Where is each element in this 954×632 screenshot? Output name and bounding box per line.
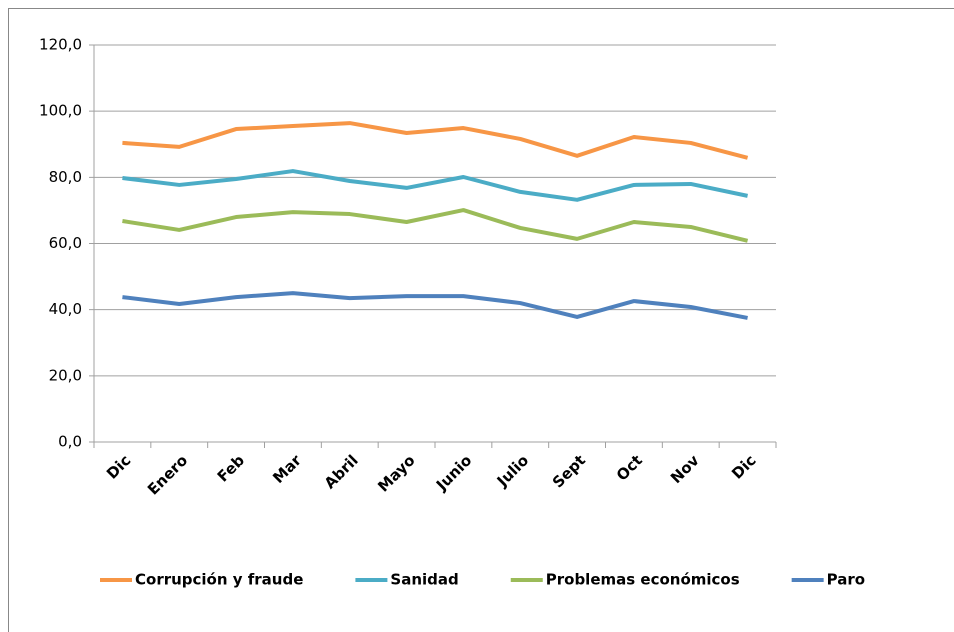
x-tick-label: Feb xyxy=(214,451,249,486)
chart-frame xyxy=(8,8,954,632)
y-tick-label: 60,0 xyxy=(49,234,82,252)
series-line xyxy=(122,169,748,202)
x-tick-label: Abril xyxy=(321,451,362,492)
y-tick-label: 100,0 xyxy=(39,102,82,120)
x-tick-label: Nov xyxy=(667,451,703,487)
legend-label: Corrupción y fraude xyxy=(135,571,303,589)
x-tick-label: Julio xyxy=(493,451,532,490)
y-tick-label: 120,0 xyxy=(39,36,82,54)
y-tick-label: 40,0 xyxy=(49,300,82,318)
x-tick-label: Oct xyxy=(613,451,646,484)
x-tick-label: Dic xyxy=(103,451,134,482)
series-line xyxy=(122,121,749,160)
x-tick-label: Mayo xyxy=(374,451,418,495)
legend-label: Problemas económicos xyxy=(546,571,740,589)
x-tick-label: Sept xyxy=(549,451,589,491)
legend-label: Sanidad xyxy=(390,571,458,589)
y-tick-label: 20,0 xyxy=(49,366,82,384)
series-line xyxy=(122,208,749,243)
x-tick-label: Mar xyxy=(269,451,305,487)
y-tick-label: 0,0 xyxy=(58,433,82,451)
legend-label: Paro xyxy=(827,571,865,589)
x-tick-label: Junio xyxy=(432,451,475,494)
x-tick-label: Dic xyxy=(728,451,759,482)
series-line xyxy=(122,291,748,320)
x-tick-label: Enero xyxy=(144,451,191,498)
y-tick-label: 80,0 xyxy=(49,168,82,186)
